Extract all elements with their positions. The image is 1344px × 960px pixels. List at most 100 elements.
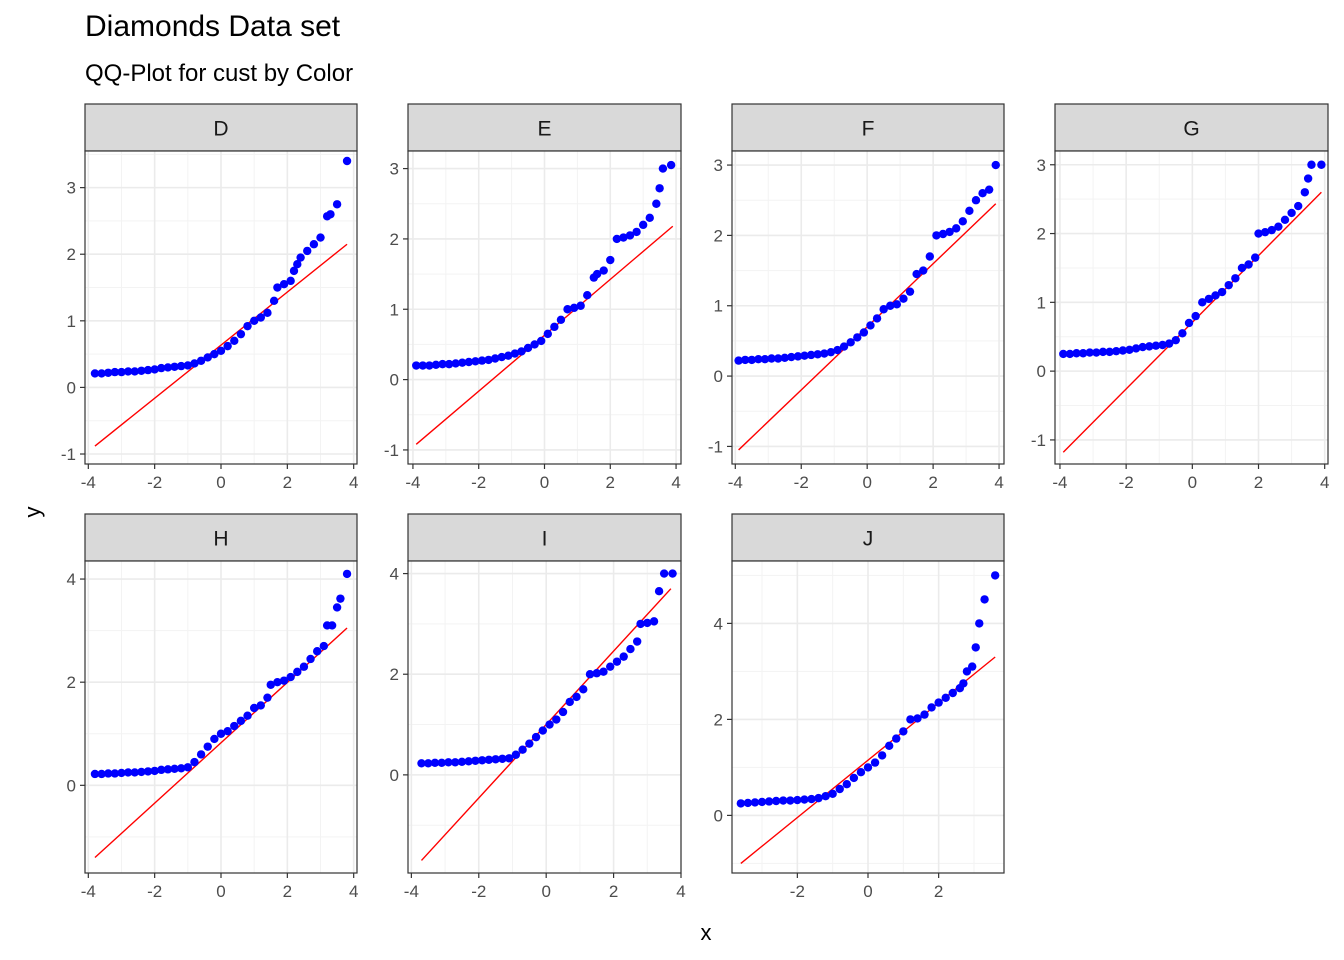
data-point xyxy=(884,741,894,750)
data-point xyxy=(793,795,802,805)
data-point xyxy=(263,693,272,702)
data-point xyxy=(892,734,901,743)
data-point xyxy=(1072,349,1081,358)
data-point xyxy=(556,315,566,325)
data-point xyxy=(424,759,433,768)
data-point xyxy=(806,350,816,360)
facet-panel-h: H -4 -2 0 2 4 0 2 4 xyxy=(67,513,358,901)
data-point xyxy=(256,313,266,322)
facet-strip xyxy=(731,103,1005,152)
data-point xyxy=(273,677,282,687)
y-tick-label: 3 xyxy=(67,179,76,198)
data-point xyxy=(800,351,809,360)
data-point xyxy=(968,662,977,671)
data-point xyxy=(558,707,568,717)
data-point xyxy=(1164,339,1174,348)
data-point xyxy=(316,233,325,242)
data-point xyxy=(110,367,120,377)
data-point xyxy=(959,679,968,688)
x-tick-label: -2 xyxy=(1119,473,1134,492)
data-point xyxy=(1211,291,1220,300)
data-point xyxy=(606,255,615,265)
data-point xyxy=(612,234,622,244)
data-point xyxy=(104,368,113,377)
x-tick-label: 2 xyxy=(283,882,292,901)
x-tick-label: 0 xyxy=(540,473,549,492)
data-point xyxy=(123,768,133,777)
y-tick-label: 2 xyxy=(1037,225,1046,244)
data-point xyxy=(538,726,548,735)
data-point xyxy=(550,322,559,332)
data-point xyxy=(668,569,677,578)
data-point xyxy=(1237,263,1247,273)
panel-background xyxy=(732,151,1004,464)
data-point xyxy=(579,685,588,694)
data-point xyxy=(332,200,342,209)
x-tick-label: 0 xyxy=(216,882,225,901)
data-point xyxy=(1254,229,1263,238)
x-tick-label: -2 xyxy=(790,882,805,901)
facet-strip xyxy=(407,513,682,562)
data-point xyxy=(170,764,179,774)
data-point xyxy=(638,220,648,230)
data-point xyxy=(750,798,760,807)
data-point xyxy=(839,342,849,351)
qq-reference-line xyxy=(94,243,348,447)
data-point xyxy=(563,305,572,314)
data-point xyxy=(736,799,746,808)
data-point xyxy=(1231,274,1240,283)
x-tick-label: -4 xyxy=(405,473,420,492)
y-tick-label: 0 xyxy=(390,371,399,390)
data-point xyxy=(842,780,852,789)
data-point xyxy=(332,603,342,612)
data-point xyxy=(203,353,212,362)
data-point xyxy=(130,768,139,777)
data-point xyxy=(625,231,635,240)
data-point xyxy=(984,185,994,194)
data-point xyxy=(130,367,139,376)
data-point xyxy=(163,765,173,774)
data-point xyxy=(927,703,936,712)
data-point xyxy=(163,363,173,372)
data-point xyxy=(659,569,669,578)
y-tick-label: 0 xyxy=(67,378,76,397)
data-point xyxy=(196,750,206,759)
y-tick-label: -1 xyxy=(384,441,399,460)
chart-title: Diamonds Data set xyxy=(85,10,341,43)
data-point xyxy=(1198,298,1207,307)
data-point xyxy=(243,711,252,720)
data-point xyxy=(833,345,842,355)
data-point xyxy=(632,227,641,237)
data-point xyxy=(941,693,950,702)
data-point xyxy=(236,329,246,339)
y-tick-label: 4 xyxy=(390,565,399,584)
data-point xyxy=(319,641,329,651)
data-point xyxy=(1125,345,1134,355)
data-point xyxy=(1092,348,1101,357)
panel-background xyxy=(408,561,681,873)
data-point xyxy=(157,765,166,775)
data-point xyxy=(859,328,869,337)
data-point xyxy=(504,754,514,763)
data-point xyxy=(97,769,106,779)
data-point xyxy=(965,206,974,215)
y-tick-label: 2 xyxy=(390,230,399,249)
data-point xyxy=(786,796,795,805)
x-tick-label: 0 xyxy=(216,473,225,492)
x-tick-label: 4 xyxy=(676,882,685,901)
data-point xyxy=(971,643,980,652)
x-tick-label: 0 xyxy=(863,882,872,901)
data-point xyxy=(117,367,126,377)
data-point xyxy=(814,793,823,803)
data-point xyxy=(342,156,352,166)
data-point xyxy=(945,227,954,237)
data-point xyxy=(1280,215,1290,224)
data-point xyxy=(143,767,153,776)
data-point xyxy=(296,253,305,262)
data-point xyxy=(652,199,661,208)
data-point xyxy=(497,352,506,362)
facet-strip-label: D xyxy=(213,118,228,141)
data-point xyxy=(523,343,533,353)
data-point xyxy=(619,233,628,242)
data-point xyxy=(249,316,259,326)
